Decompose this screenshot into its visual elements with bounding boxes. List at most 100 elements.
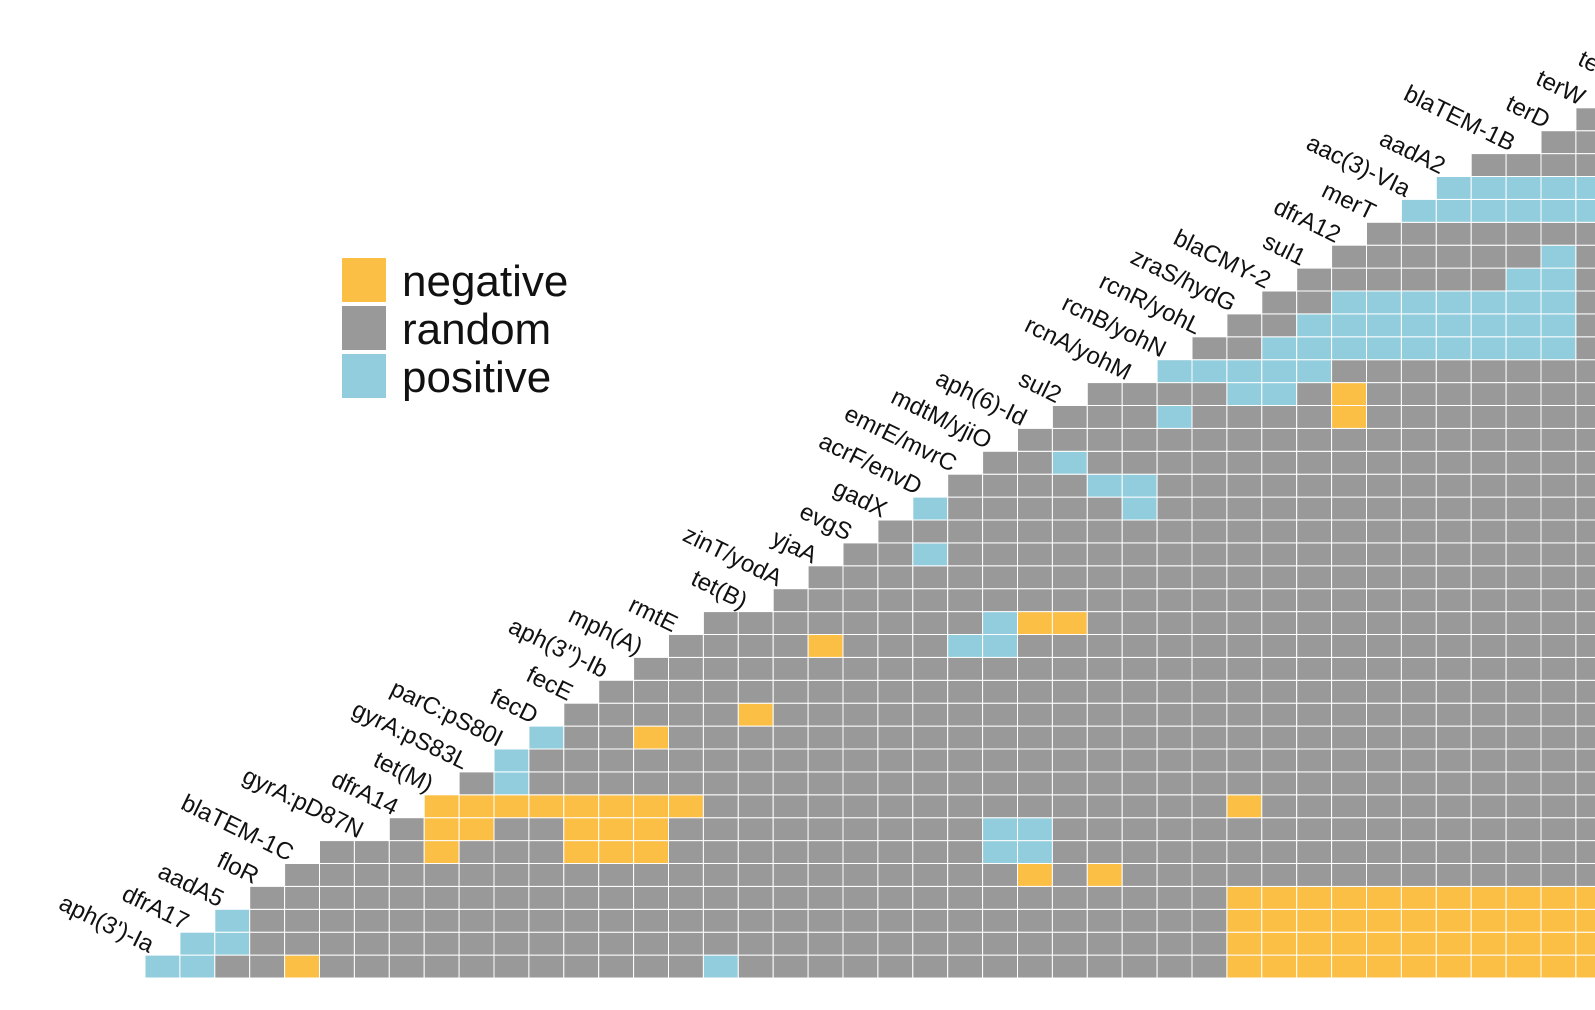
heatmap-cell-random	[1400, 634, 1437, 658]
heatmap-cell-random	[912, 840, 949, 864]
heatmap-cell-random	[807, 794, 844, 819]
heatmap-cell-random	[563, 702, 600, 727]
heatmap-cell-random	[668, 817, 704, 842]
heatmap-cell-random	[1470, 405, 1507, 429]
heatmap-cell-random	[1331, 771, 1367, 796]
heatmap-cell-random	[1470, 359, 1507, 384]
heatmap-cell-random	[1505, 794, 1542, 819]
heatmap-cell-random	[1540, 702, 1577, 727]
heatmap-cell-random	[1017, 427, 1053, 452]
heatmap-cell-random	[1435, 725, 1472, 750]
heatmap-cell-random	[772, 794, 809, 819]
heatmap-cell-random	[1051, 496, 1088, 521]
heatmap-cell-random	[1156, 496, 1193, 521]
heatmap-cell-positive	[493, 771, 530, 796]
heatmap-cell-random	[1435, 748, 1472, 773]
heatmap-cell-random	[1435, 702, 1472, 727]
heatmap-cell-random	[1400, 542, 1437, 567]
heatmap-cell-random	[1575, 588, 1595, 613]
heatmap-cell-random	[982, 954, 1018, 979]
heatmap-cell-random	[947, 473, 984, 498]
heatmap-cell-random	[807, 588, 844, 613]
heatmap-cell-random	[493, 863, 530, 887]
heatmap-cell-positive	[1505, 198, 1542, 223]
heatmap-cell-random	[1226, 817, 1263, 842]
heatmap-cell-random	[1470, 450, 1507, 475]
heatmap-cell-random	[1261, 702, 1298, 727]
heatmap-cell-random	[1575, 107, 1595, 132]
heatmap-cell-random	[982, 656, 1018, 681]
heatmap-cell-positive	[528, 725, 565, 750]
heatmap-cell-negative	[1575, 931, 1595, 956]
heatmap-cell-random	[1331, 244, 1367, 269]
heatmap-cell-negative	[1435, 931, 1472, 956]
heatmap-cell-positive	[1191, 359, 1228, 384]
heatmap-cell-random	[493, 931, 530, 956]
heatmap-cell-random	[1435, 473, 1472, 498]
heatmap-cell-random	[1331, 656, 1367, 681]
heatmap-cell-random	[563, 908, 600, 933]
legend-swatch-positive	[342, 354, 386, 398]
heatmap-cell-random	[668, 931, 704, 956]
heatmap-cell-random	[1400, 450, 1437, 475]
heatmap-cell-random	[1226, 427, 1263, 452]
heatmap-cell-random	[1121, 565, 1158, 590]
heatmap-cell-random	[1261, 611, 1298, 635]
heatmap-cell-random	[458, 771, 495, 796]
heatmap-cell-random	[737, 748, 774, 773]
heatmap-cell-random	[1191, 405, 1228, 429]
heatmap-cell-random	[1296, 863, 1333, 887]
heatmap-cell-random	[1121, 863, 1158, 887]
heatmap-cell-random	[1575, 748, 1595, 773]
heatmap-cell-random	[1331, 611, 1367, 635]
heatmap-cell-random	[737, 771, 774, 796]
heatmap-cell-random	[772, 702, 809, 727]
heatmap-cell-random	[1017, 565, 1053, 590]
heatmap-cell-negative	[1505, 885, 1542, 910]
heatmap-cell-random	[982, 702, 1018, 727]
heatmap-cell-random	[1226, 313, 1263, 338]
heatmap-cell-random	[842, 954, 879, 979]
heatmap-cell-random	[1296, 450, 1333, 475]
heatmap-cell-random	[1331, 473, 1367, 498]
heatmap-cell-random	[249, 885, 286, 910]
heatmap-cell-random	[1470, 679, 1507, 704]
heatmap-cell-random	[1435, 519, 1472, 544]
heatmap-cell-random	[702, 863, 739, 887]
heatmap-cell-random	[1086, 908, 1123, 933]
heatmap-cell-random	[982, 908, 1018, 933]
heatmap-cell-random	[982, 450, 1018, 475]
heatmap-cell-random	[1017, 908, 1053, 933]
heatmap-cell-negative	[1540, 931, 1577, 956]
heatmap-cell-random	[633, 702, 669, 727]
heatmap-cell-random	[1470, 267, 1507, 292]
heatmap-cell-positive	[947, 634, 984, 658]
heatmap-cell-random	[1017, 702, 1053, 727]
heatmap-cell-random	[1226, 519, 1263, 544]
heatmap-cell-random	[598, 954, 635, 979]
heatmap-cell-random	[1086, 588, 1123, 613]
heatmap-cell-random	[1296, 771, 1333, 796]
heatmap-cell-random	[633, 954, 669, 979]
heatmap-cell-random	[1296, 496, 1333, 521]
heatmap-cell-random	[388, 908, 425, 933]
heatmap-cell-negative	[1400, 885, 1437, 910]
heatmap-cell-random	[1261, 794, 1298, 819]
heatmap-cell-random	[423, 908, 460, 933]
heatmap-cell-positive	[702, 954, 739, 979]
heatmap-cell-negative	[284, 954, 321, 979]
heatmap-cell-random	[353, 863, 390, 887]
heatmap-cell-negative	[1366, 954, 1402, 979]
heatmap-cell-random	[1051, 679, 1088, 704]
heatmap-cell-random	[668, 771, 704, 796]
heatmap-cell-random	[1086, 542, 1123, 567]
heatmap-cell-random	[1435, 427, 1472, 452]
heatmap-cell-random	[423, 931, 460, 956]
heatmap-cell-random	[1191, 496, 1228, 521]
heatmap-cell-random	[772, 885, 809, 910]
heatmap-cell-random	[947, 611, 984, 635]
heatmap-cell-random	[1540, 588, 1577, 613]
heatmap-cell-random	[1156, 817, 1193, 842]
heatmap-cell-random	[458, 863, 495, 887]
heatmap-cell-random	[912, 908, 949, 933]
